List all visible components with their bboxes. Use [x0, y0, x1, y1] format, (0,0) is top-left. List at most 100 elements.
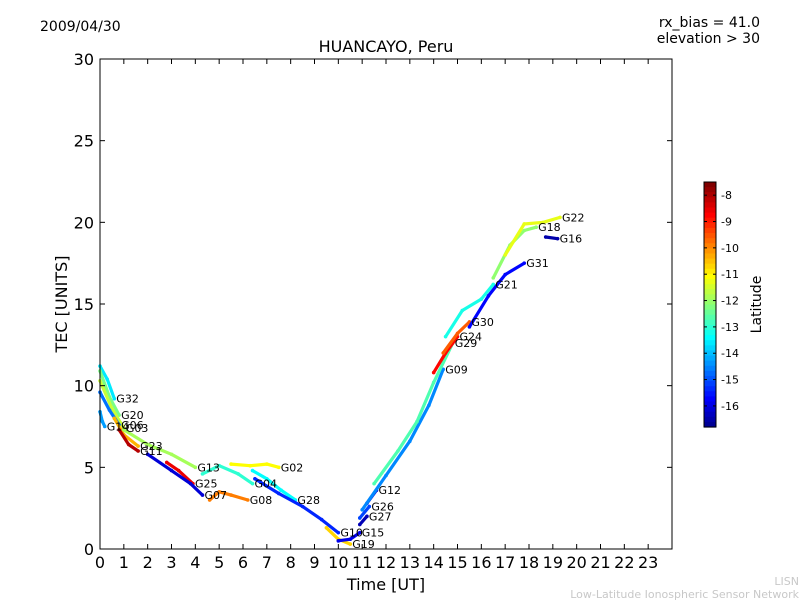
colorbar-segment [704, 212, 716, 219]
x-tick-label: 0 [95, 553, 105, 572]
colorbar-segment [704, 365, 716, 372]
x-tick-label: 13 [400, 553, 420, 572]
colorbar-segment [704, 350, 716, 357]
colorbar-tick-label: -12 [721, 295, 739, 308]
data-point [276, 465, 281, 470]
x-tick-label: 4 [190, 553, 200, 572]
series-label-g31: G31 [526, 257, 549, 270]
data-point [348, 537, 353, 541]
colorbar-segment [704, 330, 716, 336]
series-label-g25: G25 [195, 478, 218, 491]
colorbar-tick-label: -9 [721, 216, 732, 229]
data-point [200, 472, 205, 476]
colorbar-segment [704, 187, 716, 193]
colorbar-segment [704, 278, 716, 285]
y-tick-label: 10 [74, 377, 94, 396]
series-track-g02 [229, 462, 281, 469]
data-point [491, 276, 496, 280]
data-point [100, 419, 105, 424]
data-point [112, 396, 117, 401]
x-tick-label: 3 [166, 553, 176, 572]
data-point [336, 539, 341, 543]
x-tick-label: 20 [566, 553, 586, 572]
date-label: 2009/04/30 [40, 19, 121, 35]
colorbar-segment [704, 309, 716, 316]
data-point [503, 253, 507, 257]
data-point [122, 427, 126, 432]
data-point [105, 377, 109, 381]
data-point [467, 325, 472, 329]
data-point [107, 408, 112, 412]
data-point [229, 493, 233, 497]
series-label-g28: G28 [297, 494, 320, 507]
data-point [112, 416, 117, 421]
data-point [250, 481, 255, 486]
series-label-g12: G12 [378, 484, 401, 497]
series-label-g10: G10 [340, 527, 363, 540]
colorbar-segment [704, 273, 716, 280]
data-point [427, 403, 431, 408]
colorbar-tick-label: -14 [721, 347, 739, 360]
x-tick-label: 5 [214, 553, 224, 572]
data-point [479, 297, 484, 301]
data-point [102, 424, 107, 429]
series-track-g22 [503, 215, 562, 257]
data-point [455, 331, 460, 336]
data-point [336, 530, 341, 535]
y-axis: 0 5 10 15 20 25 30 [74, 50, 672, 559]
series-track-g28 [250, 469, 297, 502]
series-label-g08: G08 [250, 494, 273, 507]
data-point [250, 468, 255, 473]
data-point [188, 481, 193, 486]
colorbar: -8 -9 -10 -11 -12 -13 -14 -15 -16 Latitude [703, 181, 765, 428]
colorbar-tick-label: -13 [721, 321, 739, 334]
x-tick-label: 6 [238, 553, 248, 572]
series-label-g21: G21 [495, 278, 518, 291]
colorbar-segment [704, 268, 716, 275]
data-point [253, 476, 257, 481]
data-point [396, 449, 400, 453]
data-point [126, 442, 131, 447]
colorbar-segment [704, 319, 716, 326]
x-tick-label: 1 [119, 553, 129, 572]
series-label-g15: G15 [362, 527, 385, 540]
data-point [136, 444, 140, 448]
data-point [176, 468, 181, 473]
data-point [217, 463, 221, 468]
series-track-g21 [444, 282, 495, 339]
colorbar-tick-label: -10 [721, 242, 739, 255]
series-label-g02: G02 [281, 461, 304, 474]
colorbar-segment [704, 335, 716, 341]
series-label-g06: G06 [121, 419, 144, 432]
y-axis-label: TEC [UNITS] [52, 256, 71, 354]
data-point [522, 228, 527, 233]
data-point [415, 419, 419, 424]
x-tick-label: 22 [614, 553, 634, 572]
y-tick-label: 30 [74, 50, 94, 69]
x-tick-label: 14 [423, 553, 443, 572]
series-label-g23: G23 [140, 440, 163, 453]
colorbar-segment [704, 197, 716, 204]
data-point [443, 334, 448, 339]
data-point [145, 452, 150, 457]
elevation-label: elevation > 30 [657, 31, 760, 47]
series-track-g27 [358, 514, 369, 527]
colorbar-segment [704, 227, 716, 234]
series-label-g16: G16 [560, 233, 583, 246]
series-label-g09: G09 [445, 363, 468, 376]
x-tick-label: 12 [376, 553, 396, 572]
x-tick-label: 18 [519, 553, 539, 572]
colorbar-segment [704, 406, 716, 413]
y-tick-label: 15 [74, 295, 94, 314]
series-track-g04 [200, 464, 255, 486]
colorbar-segment [704, 421, 716, 428]
colorbar-segment [704, 243, 716, 249]
series-track-g16 [544, 235, 560, 241]
colorbar-segment [704, 182, 716, 188]
data-point [522, 222, 527, 226]
colorbar-segment [704, 375, 716, 382]
data-point [541, 220, 546, 225]
data-point [408, 439, 412, 444]
